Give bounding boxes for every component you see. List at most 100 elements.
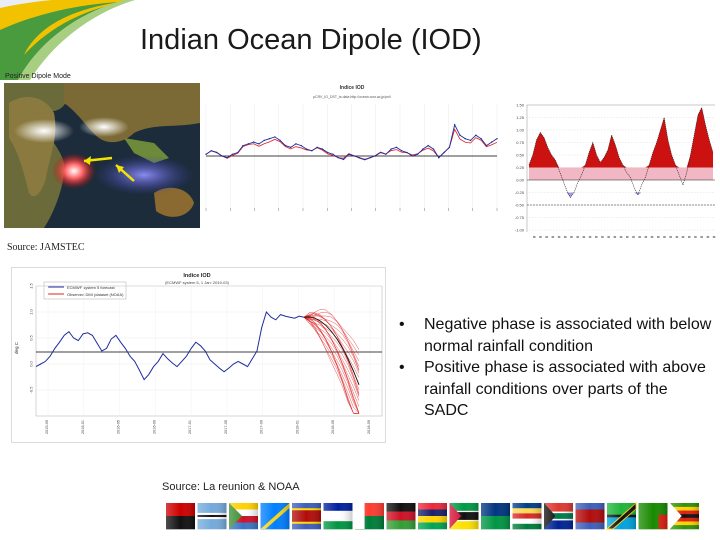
- chart2-x-tick-label: [595, 236, 598, 238]
- chart1-point: [342, 158, 345, 161]
- chart3-legend: ECMWF system 5 forecast Observed DMI (da…: [43, 281, 127, 300]
- chart1-point: [379, 151, 382, 154]
- chart1-point: [464, 137, 466, 140]
- chart2-x-tick-label: [675, 236, 679, 238]
- chart3-forecast-member: [303, 317, 360, 414]
- chart3-x-tick-label: 2017-01: [188, 420, 192, 434]
- chart1-point: [406, 151, 408, 154]
- flag-shade: [323, 503, 353, 529]
- flag-drc: [260, 503, 290, 530]
- chart1-point: [231, 153, 234, 155]
- chart1-point: [411, 155, 414, 157]
- bullet-item: • Negative phase is associated with below…: [399, 316, 712, 355]
- chart1-point: [237, 151, 239, 154]
- chart3-x-tick-label: 2016-05: [117, 420, 121, 434]
- chart1-point: [332, 153, 334, 155]
- corner-swoosh: [0, 0, 135, 80]
- chart2-tick-label: -0.25: [515, 190, 525, 195]
- chart1-point: [401, 150, 403, 152]
- chart3-x-tick-label: 2017-05: [224, 420, 228, 434]
- chart1-point: [369, 157, 371, 159]
- chart3-forecast-member: [303, 317, 359, 414]
- chart2-tick-label: 1.25: [516, 115, 525, 120]
- chart2-x-tick-label: [694, 236, 697, 238]
- chart2-series-line: [528, 106, 714, 199]
- chart2-x-tick-label: [607, 236, 610, 238]
- chart1-point: [353, 155, 355, 157]
- chart3-x-tick-label: 2015-09: [45, 420, 49, 434]
- bullet-item: • Positive phase is associated with above…: [399, 359, 706, 419]
- chart1-point: [226, 157, 228, 159]
- chart2-x-tick-label: [632, 236, 635, 238]
- chart3-forecast-mean: [303, 316, 360, 385]
- chart2-tick-label: -1.00: [515, 228, 525, 233]
- chart1-point: [221, 155, 223, 157]
- chart2-tick-label: -0.50: [515, 203, 525, 208]
- chart3-forecast-member: [303, 317, 360, 407]
- chart1-point: [358, 157, 361, 159]
- chart1-point: [289, 146, 292, 149]
- chart2-x-tick-label: [681, 236, 685, 238]
- chart3-ylabel: deg C: [14, 341, 19, 354]
- chart3-x-tick-label: 2016-09: [152, 420, 156, 434]
- chart2-x-tick-label: [551, 236, 555, 238]
- chart1-series-blue: [205, 123, 498, 160]
- chart1-point: [395, 146, 398, 149]
- chart1-point: [305, 148, 308, 150]
- chart3-title: Indice IOD: [183, 273, 210, 279]
- flag-shade: [166, 503, 195, 529]
- iod-timeseries-chart: Indice IOD pCRV_IO_DST_ts.data http://oc…: [204, 78, 499, 241]
- chart3-forecast-member: [303, 316, 360, 414]
- chart1-point: [326, 151, 329, 154]
- chart1-point: [252, 141, 255, 143]
- chart1-point: [432, 148, 435, 150]
- chart2-x-tick-label: [564, 236, 567, 238]
- flag-shade: [418, 503, 447, 529]
- flag-seychelles: [512, 503, 542, 530]
- chart3-y-tick-label: 0.0: [29, 360, 34, 366]
- chart3-subtitle: (ECMWF system 5, 1 Jan: 2019-03): [165, 280, 229, 285]
- flag-madagascar: [355, 503, 384, 530]
- flag-tanzania: [605, 501, 637, 530]
- flag-botswana: [197, 503, 227, 530]
- chart1-point: [337, 157, 339, 159]
- chart1-point: [374, 155, 377, 157]
- chart1-point: [284, 144, 287, 147]
- chart1-point: [311, 150, 313, 152]
- dipole-map: [4, 83, 200, 228]
- chart2-x-tick-label: [539, 236, 542, 238]
- chart1-point: [385, 153, 387, 155]
- chart2-x-tick-label: [644, 236, 648, 238]
- chart2-neutral-band: [529, 167, 713, 180]
- bullet-list: • Negative phase is associated with below…: [397, 314, 715, 422]
- flag-zimbabwe: [670, 503, 699, 530]
- chart3-forecast-member: [303, 317, 359, 414]
- chart1-point: [422, 148, 424, 150]
- chart2-x-tick-label: [582, 236, 586, 238]
- chart1-point: [268, 137, 271, 140]
- flag-angola: [166, 503, 195, 530]
- sadc-flags-strip: [166, 501, 699, 530]
- chart3-forecast-member: [303, 309, 360, 350]
- chart1-point: [448, 146, 451, 149]
- chart3-x-tick-label: 2017-09: [260, 420, 264, 434]
- chart2-negative-area: [529, 192, 713, 198]
- chart2-x-tick-label: [557, 236, 561, 238]
- chart1-point: [496, 137, 498, 140]
- chart3-x-tick-label: 2016-01: [81, 420, 85, 434]
- chart2-tick-label: 0.75: [516, 140, 525, 145]
- flag-shade: [292, 503, 321, 529]
- legend-observed: Observed DMI (dataset (NOAA): [67, 292, 124, 297]
- chart2-x-tick-label: [669, 236, 672, 238]
- chart1-point: [438, 157, 440, 159]
- chart1-point: [491, 141, 493, 143]
- chart3-x-tick-label: 2018-09: [367, 420, 371, 434]
- chart2-tick-label: 0.00: [516, 178, 525, 183]
- chart1-point: [242, 144, 244, 147]
- chart1-point: [279, 139, 281, 142]
- slide-title: Indian Ocean Dipole (IOD): [140, 24, 482, 56]
- flag-shade: [512, 503, 542, 529]
- chart1-point: [427, 144, 429, 147]
- map-caption: Positive Dipole Mode: [5, 73, 71, 80]
- flag-shade: [481, 503, 510, 529]
